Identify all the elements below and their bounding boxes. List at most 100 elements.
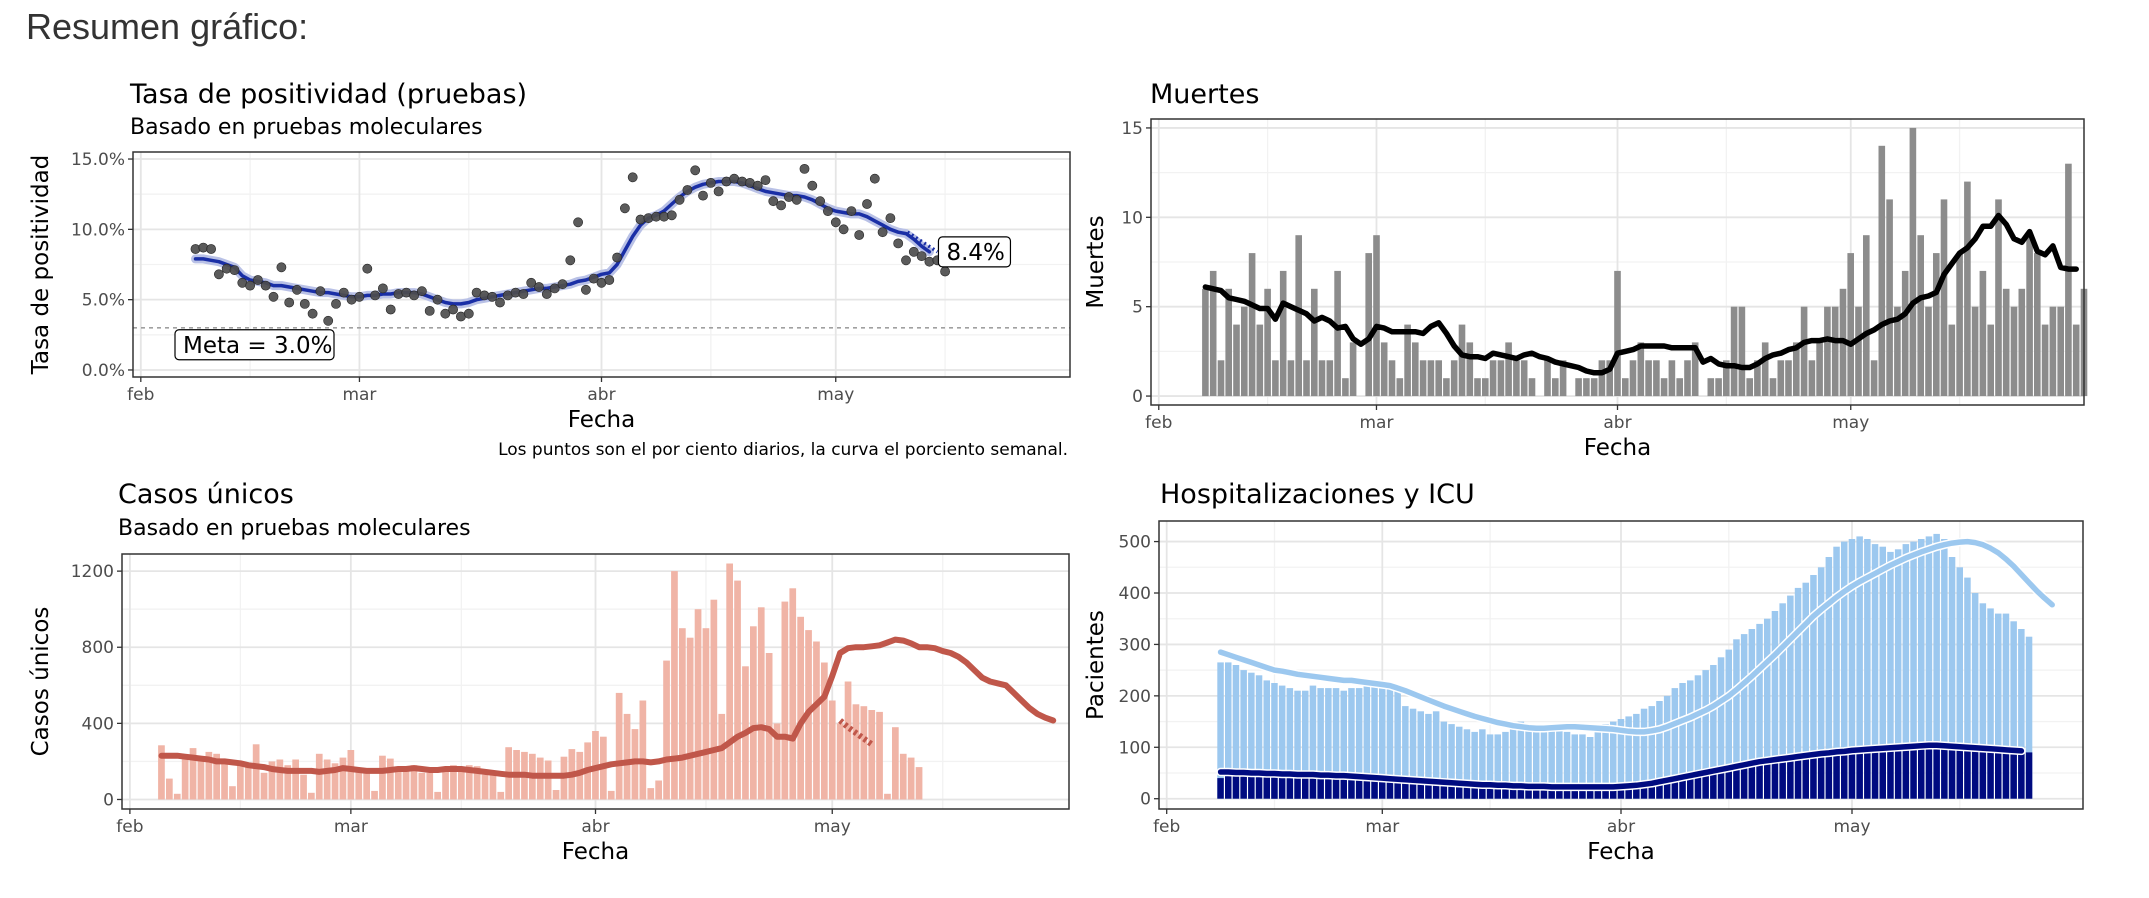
hospital-bar [1802,582,1809,799]
hospital-bar [1232,665,1240,799]
hospital-bar [1571,734,1578,799]
daily-point [276,262,287,273]
y-tick-label: 15 [1121,119,1143,139]
death-bar [1202,288,1209,397]
daily-point [385,304,396,315]
case-bar [805,630,812,800]
death-bar [1933,253,1940,397]
hospital-bar [1925,536,1933,799]
case-bar [284,765,292,800]
icu-bar [1386,780,1394,799]
death-bar [1715,378,1722,397]
death-bar [1318,360,1326,397]
death-bar [1785,360,1792,397]
case-bar [568,749,576,800]
daily-point [206,244,216,254]
case-bar [844,681,852,800]
icu-bar [1825,753,1833,799]
death-bar [1645,360,1652,397]
hospital-bar [1617,719,1625,799]
death-bar [1544,360,1551,397]
death-bar [1497,360,1505,397]
death-bar [1995,199,2002,396]
case-bar [260,772,268,800]
y-tick-label: 0 [1140,790,1151,810]
death-bar [1909,127,1917,397]
icu-bar [1463,785,1471,799]
x-tick-label: may [817,385,854,405]
hospital-bar [1748,629,1756,799]
hospital-bar [1240,670,1247,799]
death-bar [1396,378,1404,397]
icu-bar [1964,748,1971,799]
daily-point [893,238,904,249]
hospital-bar [1871,544,1879,799]
case-bar [379,755,386,800]
case-bar [663,660,670,800]
hospital-bar [1687,680,1694,799]
x-axis-label: Fecha [562,839,629,865]
case-bar [765,653,773,800]
case-bar [884,793,891,800]
positivity-projection [906,230,939,254]
death-bar [1629,360,1637,397]
case-bar [497,791,505,800]
icu-bar [2002,751,2010,799]
case-bar [915,767,923,800]
daily-point [237,277,248,288]
case-bar [615,692,623,800]
death-bar [1886,199,1893,396]
death-bar [1427,360,1435,397]
cases-average-line [158,636,1057,779]
hospital-bar [1586,737,1594,799]
case-bar [450,765,457,800]
hospital-bar [1671,688,1679,799]
death-bar [1528,378,1536,397]
daily-point [510,287,521,298]
hospital-bar [1302,690,1309,799]
case-bar [465,765,473,800]
death-bar [1466,342,1474,396]
icu-bar [2018,751,2025,799]
hospital-bar [1663,695,1671,799]
death-bar [2018,288,2026,397]
hospital-bar [1825,557,1833,799]
daily-point [362,263,373,274]
case-bar [757,607,765,800]
icu-line-halo [1216,740,2026,792]
daily-point [823,206,833,216]
y-tick-label: 200 [1119,687,1151,707]
case-bar [639,700,647,800]
daily-point [377,283,388,294]
daily-point [643,213,654,223]
icu-bar [1355,778,1363,799]
plot-border [1158,520,2084,810]
icu-bar [1371,779,1378,799]
cases-projection [838,718,874,747]
death-bar [2010,306,2018,397]
death-bar [1878,145,1886,397]
case-bar [876,711,883,800]
icu-bar [1725,765,1732,799]
hospital-bar [1340,690,1347,799]
icu-bar [1787,757,1794,799]
daily-point [292,284,302,295]
icu-bar [1740,763,1748,799]
chart-title: Muertes [1150,79,1259,110]
icu-bar [2025,752,2033,799]
hospital-bar [1271,683,1278,799]
daily-point [198,242,209,253]
daily-point [370,290,380,301]
icu-bar [1648,781,1655,799]
case-bar [418,772,426,800]
icu-bar [1448,784,1455,799]
daily-point [940,266,950,277]
death-bar [1987,324,1994,397]
icu-bar [1879,748,1886,799]
case-bar [300,774,307,800]
hospital-bar [1317,688,1324,799]
gridlines [133,152,1070,377]
hospital-bar [1348,688,1355,799]
icu-bar [1594,787,1602,799]
daily-point [737,176,747,187]
